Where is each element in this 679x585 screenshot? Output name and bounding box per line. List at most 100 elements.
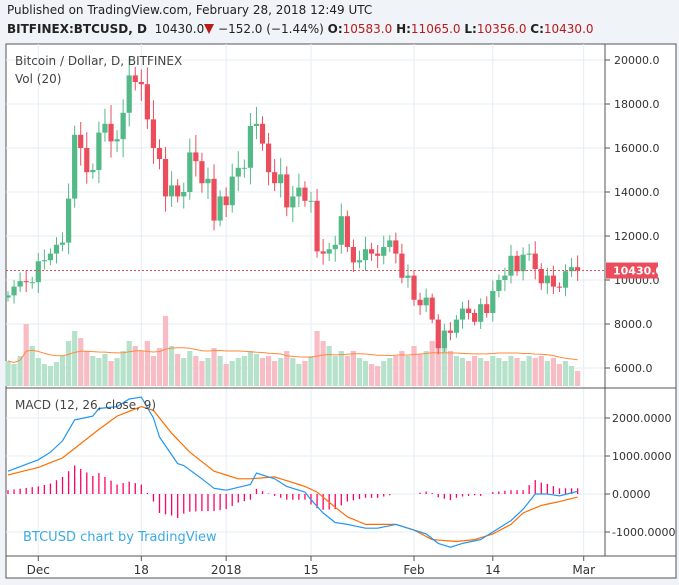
volume-bar [496, 358, 502, 386]
candle-body [411, 275, 417, 300]
candle-body [453, 319, 460, 333]
x-tick-label: 2018 [211, 563, 242, 577]
candle-body [514, 255, 520, 272]
candle-body [47, 253, 54, 261]
close-value: 10430.0 [543, 22, 594, 36]
price-tick-label: 16000.0 [614, 142, 660, 155]
volume-bar [102, 354, 108, 386]
volume-bar [399, 351, 405, 386]
macd-tick-label: -1000.0000 [612, 526, 675, 539]
close-label: C: [530, 22, 544, 36]
volume-bar [320, 341, 326, 386]
volume-bar [35, 358, 41, 386]
volume-bar [429, 341, 435, 386]
volume-bar [520, 361, 526, 386]
candle-body [423, 297, 429, 306]
candle-body [90, 170, 96, 173]
volume-bar [108, 361, 114, 386]
volume-bar [502, 361, 508, 386]
macd-tick-label: 1000.0000 [612, 450, 672, 463]
published-line: Published on TradingView.com, February 2… [7, 3, 373, 17]
volume-bar [508, 356, 514, 386]
candle-body [435, 319, 441, 349]
volume-bar [53, 362, 60, 386]
last-price-badge [606, 262, 658, 279]
candle-body [562, 271, 569, 288]
candle-body [108, 123, 114, 142]
volume-bar [338, 351, 344, 386]
x-tick-label: 15 [303, 563, 318, 577]
candle-body [223, 196, 229, 206]
candle-body [278, 174, 284, 184]
price-tick-label: 20000.0 [614, 54, 660, 67]
volume-bar [435, 334, 441, 386]
volume-bar [478, 358, 484, 386]
volume-bar [11, 364, 17, 386]
candle-body [350, 247, 357, 263]
candle-body [369, 249, 375, 254]
volume-bar [490, 356, 496, 386]
volume-bar [387, 358, 393, 386]
candle-body [478, 304, 484, 322]
candle-body [320, 251, 326, 254]
candle-body [126, 75, 132, 113]
volume-bar [514, 358, 520, 386]
signal-line [7, 405, 578, 543]
volume-ma-line [7, 347, 578, 364]
volume-bar [175, 354, 181, 386]
symbol-line: BITFINEX:BTCUSD, D 10430.0 −152.0 (−1.44… [7, 22, 594, 36]
candle-body [459, 308, 466, 320]
volume-bar [235, 358, 241, 386]
volume-bar [90, 356, 96, 386]
x-tick-label: 18 [134, 563, 149, 577]
volume-bar [568, 366, 575, 386]
candle-body [241, 167, 247, 169]
candle-body [114, 139, 120, 142]
volume-bar [150, 356, 157, 386]
volume-bar [544, 361, 550, 386]
volume-bar [5, 361, 11, 386]
high-value: 11065.0 [410, 22, 461, 36]
volume-bar [472, 356, 478, 386]
candle-body [575, 267, 581, 271]
candle-body [175, 185, 181, 197]
volume-bar [532, 358, 538, 386]
macd-label: MACD (12, 26, close, 9) [15, 398, 156, 412]
candle-body [78, 134, 84, 148]
candle-body [72, 134, 78, 199]
candle-body [247, 126, 253, 168]
candle-body [169, 185, 175, 197]
candle-body [162, 159, 169, 197]
candle-body [314, 200, 320, 252]
open-label: O: [327, 22, 343, 36]
candle-body [102, 123, 108, 133]
volume-bar [411, 346, 417, 386]
volume-bar [259, 358, 266, 386]
symbol: BITFINEX:BTCUSD, D [7, 22, 147, 36]
price-tick-label: 18000.0 [614, 98, 660, 111]
volume-bar [459, 358, 466, 386]
macd-tick-label: 0.0000 [612, 488, 651, 501]
volume-bar [284, 351, 290, 386]
chart-title: Bitcoin / Dollar, D, BITFINEX [15, 54, 182, 68]
volume-bar [344, 356, 350, 386]
x-tick-label: Dec [27, 563, 50, 577]
volume-label: Vol (20) [15, 72, 61, 86]
open-value: 10583.0 [342, 22, 393, 36]
candle-body [187, 152, 193, 192]
low-value: 10356.0 [476, 22, 527, 36]
volume-bar [17, 356, 23, 386]
last-price-badge-label: 10430.0 [613, 265, 663, 278]
candle-body [332, 244, 338, 250]
candle-body [138, 82, 144, 85]
last-price: 10430.0 [154, 22, 205, 36]
candle-body [520, 254, 526, 272]
candle-body [399, 253, 405, 278]
volume-bar [169, 346, 175, 386]
volume-bar [538, 356, 544, 386]
price-tick-label: 12000.0 [614, 230, 660, 243]
volume-bar [138, 351, 144, 386]
candle-body [381, 247, 387, 256]
candle-body [362, 249, 369, 261]
